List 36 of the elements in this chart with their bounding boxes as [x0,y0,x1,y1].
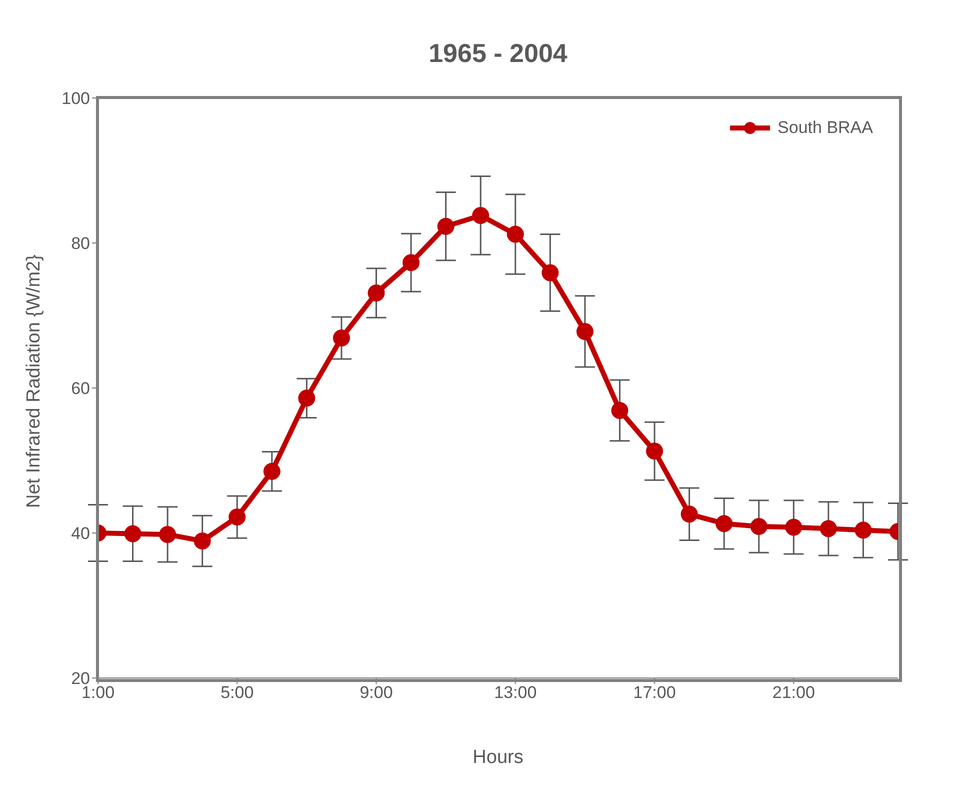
y-tick-label: 100 [62,89,90,108]
x-tick-label: 5:00 [220,683,254,702]
point [854,522,872,539]
legend-label: South BRAA [778,118,873,138]
x-tick-label: 9:00 [360,683,393,702]
x-tick-label: 21:00 [772,683,815,702]
point [437,218,454,235]
y-tick-label: 60 [71,379,90,398]
point [646,442,664,460]
point [124,525,142,542]
y-axis-title: Net Infrared Radiation {W/m2} [24,254,45,508]
point [402,254,420,272]
point [472,206,490,224]
point [228,508,246,526]
point [785,518,802,536]
point [716,515,733,532]
point [542,264,559,282]
chart-title: 1965 - 2004 [428,38,568,69]
x-tick-label: 13:00 [494,683,537,702]
point [194,532,211,550]
point [298,390,316,407]
point [368,284,385,302]
point [680,506,698,523]
x-tick-label: 1:00 [81,683,115,702]
point [820,520,837,538]
point [506,226,524,243]
point [159,526,176,543]
x-axis-title: Hours [472,747,524,768]
point [750,518,768,535]
x-tick-label: 17:00 [633,683,676,702]
y-tick-label: 40 [71,524,90,544]
y-tick-label: 80 [71,234,90,254]
point [576,322,594,340]
point [263,462,280,480]
point [332,329,350,346]
point [611,402,628,419]
